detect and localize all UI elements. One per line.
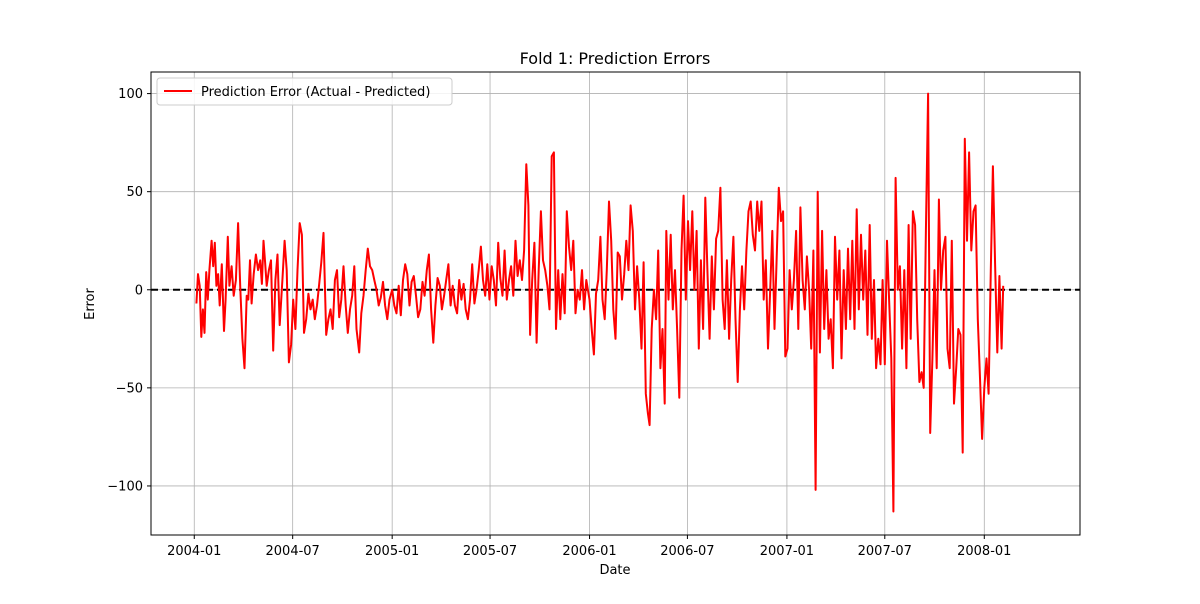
y-axis-ticks: −100 −50 0 50 100 [107,87,151,494]
y-axis-label: Error [83,288,98,320]
y-tick-label: 100 [118,87,143,102]
x-axis-ticks: 2004-01 2004-07 2005-01 2005-07 2006-01 2006-… [167,535,1011,559]
legend-box [156,77,453,106]
x-tick-label: 2004-01 [167,544,221,559]
x-axis-label: Date [599,563,630,578]
x-tick-label: 2006-01 [562,544,616,559]
x-tick-label: 2006-07 [660,544,714,559]
x-tick-label: 2007-01 [760,544,814,559]
legend: Prediction Error (Actual - Predicted) [156,77,453,106]
x-tick-label: 2008-01 [957,544,1011,559]
y-tick-label: −50 [116,381,143,396]
y-tick-label: 0 [135,283,143,298]
x-tick-label: 2007-07 [858,544,912,559]
plot-frame [150,71,1081,536]
y-tick-label: 50 [126,185,143,200]
x-tick-label: 2005-07 [463,544,517,559]
series-line-prediction-error [195,92,1005,513]
legend-entry-label: Prediction Error (Actual - Predicted) [201,85,430,100]
x-tick-label: 2005-01 [365,544,419,559]
series-layer [195,92,1005,513]
x-tick-label: 2004-07 [266,544,320,559]
chart-title: Fold 1: Prediction Errors [520,49,711,68]
y-tick-label: −100 [107,479,143,494]
